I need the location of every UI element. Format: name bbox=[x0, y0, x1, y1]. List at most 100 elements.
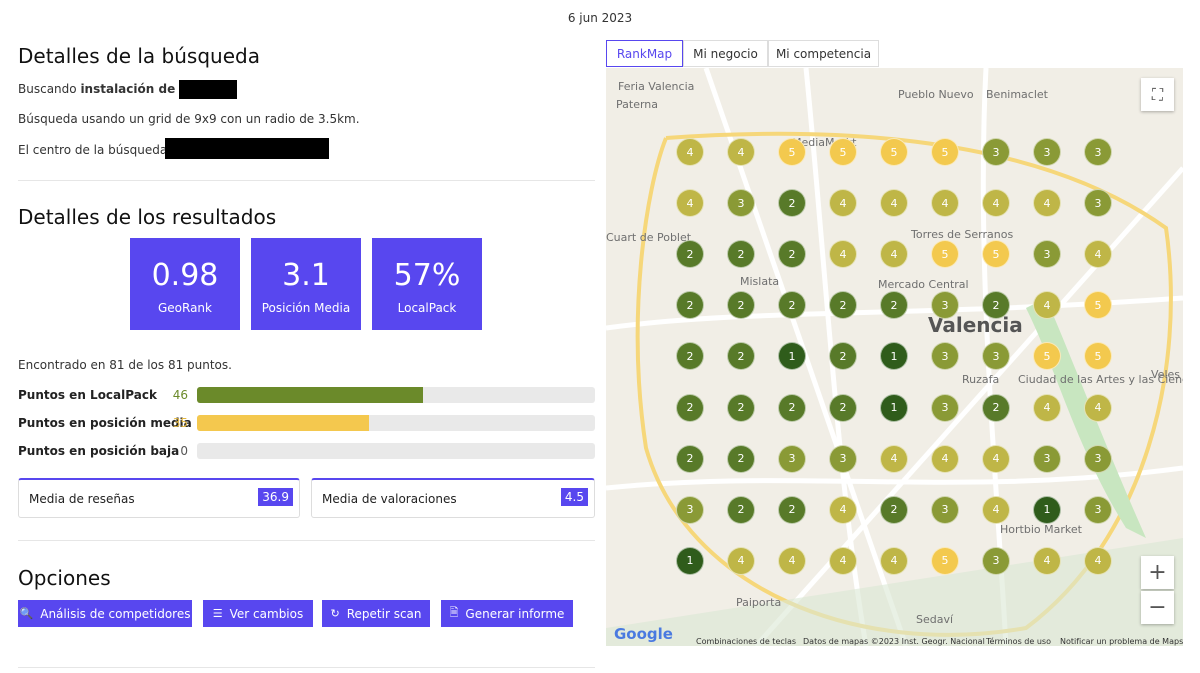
rank-dot: 1 bbox=[880, 393, 908, 422]
rank-dot: 2 bbox=[880, 291, 908, 320]
rank-dot: 3 bbox=[727, 189, 755, 218]
action-button[interactable]: ☰ Ver cambios bbox=[203, 600, 313, 627]
metric-label: Posición Media bbox=[261, 301, 351, 315]
rank-dot: 4 bbox=[829, 189, 857, 218]
rank-dot: 4 bbox=[676, 138, 704, 166]
map-label: Torres de Serranos bbox=[911, 228, 1014, 241]
map-label: Benimaclet bbox=[986, 88, 1048, 101]
tab[interactable]: RankMap bbox=[606, 40, 683, 67]
rank-dot: 4 bbox=[982, 444, 1010, 473]
rank-dot: 3 bbox=[931, 393, 959, 422]
bar-label: Puntos en LocalPack bbox=[18, 388, 157, 402]
rank-dot: 1 bbox=[880, 342, 908, 371]
map-footer-link[interactable]: Términos de uso bbox=[986, 637, 1051, 646]
icon: ↻ bbox=[330, 607, 340, 620]
google-logo: Google bbox=[614, 625, 673, 643]
review-label: Media de reseñas bbox=[29, 492, 135, 506]
rank-dot: 4 bbox=[1033, 393, 1061, 422]
rank-dot: 2 bbox=[778, 495, 806, 524]
metric-value: 0.98 bbox=[151, 258, 219, 293]
map-footer-link[interactable]: Combinaciones de teclas bbox=[696, 637, 797, 646]
rank-dot: 3 bbox=[982, 546, 1010, 575]
rank-dot: 2 bbox=[829, 342, 857, 371]
rank-dot: 3 bbox=[1084, 189, 1112, 218]
map-label: Hortbio Market bbox=[1000, 523, 1082, 536]
bar-fill bbox=[197, 387, 424, 403]
map-label: Mercado Central bbox=[878, 278, 969, 291]
rank-dot: 3 bbox=[676, 495, 704, 524]
metric-card: 57% LocalPack bbox=[372, 238, 482, 330]
map-label: Feria Valencia bbox=[618, 80, 695, 93]
rank-dot: 3 bbox=[931, 291, 959, 320]
rank-dot: 4 bbox=[880, 546, 908, 575]
zoom-out[interactable]: − bbox=[1141, 591, 1174, 624]
rank-dot: 3 bbox=[931, 495, 959, 524]
rank-dot: 4 bbox=[676, 189, 704, 218]
rank-dot: 5 bbox=[931, 240, 959, 269]
separator bbox=[18, 667, 595, 668]
rank-dot: 5 bbox=[778, 138, 806, 166]
map-footer-link[interactable]: Notificar un problema de Maps bbox=[1060, 637, 1184, 646]
action-button[interactable]: 🔍 Análisis de competidores bbox=[18, 600, 192, 627]
map-label: Pueblo Nuevo bbox=[898, 88, 974, 101]
bar-label: Puntos en posición baja bbox=[18, 444, 180, 458]
action-button[interactable]: 🗎 Generar informe bbox=[441, 600, 573, 627]
rank-dot: 2 bbox=[829, 291, 857, 320]
rank-dot: 2 bbox=[778, 240, 806, 269]
fullscreen-button[interactable]: ⛶ bbox=[1141, 78, 1174, 111]
rank-dot: 1 bbox=[676, 546, 704, 575]
zoom-in[interactable]: + bbox=[1141, 556, 1174, 589]
rank-dot: 4 bbox=[829, 495, 857, 524]
map: Valencia Pueblo Nuevo Benimaclet Paterna Fer… bbox=[606, 68, 1183, 646]
rank-dot: 3 bbox=[1033, 444, 1061, 473]
bar-count: 0 bbox=[180, 444, 188, 458]
rank-dot: 4 bbox=[1033, 546, 1061, 575]
rank-dot: 4 bbox=[1033, 291, 1061, 320]
rank-dot: 1 bbox=[778, 342, 806, 371]
bar-track bbox=[197, 415, 595, 431]
tab[interactable]: Mi negocio bbox=[683, 40, 768, 67]
rank-dot: 4 bbox=[727, 546, 755, 575]
rank-dot: 4 bbox=[982, 189, 1010, 218]
map-label: Sedaví bbox=[916, 613, 954, 626]
section-title: Opciones bbox=[18, 566, 111, 590]
tab[interactable]: Mi competencia bbox=[768, 40, 879, 67]
rank-dot: 4 bbox=[931, 444, 959, 473]
rank-dot: 2 bbox=[676, 291, 704, 320]
rank-dot: 2 bbox=[727, 291, 755, 320]
map-footer-link[interactable]: Datos de mapas ©2023 Inst. Geogr. Nacion… bbox=[803, 637, 985, 646]
rank-dot: 2 bbox=[727, 342, 755, 371]
rank-dot: 5 bbox=[829, 138, 857, 166]
separator bbox=[18, 180, 595, 181]
rank-dot: 4 bbox=[931, 189, 959, 218]
grid-info: Búsqueda usando un grid de 9x9 con un ra… bbox=[18, 112, 360, 126]
metric-value: 3.1 bbox=[282, 258, 330, 293]
rank-dot: 2 bbox=[727, 495, 755, 524]
metric-label: GeoRank bbox=[157, 301, 212, 315]
section-title: Detalles de los resultados bbox=[18, 205, 277, 229]
rank-dot: 4 bbox=[880, 240, 908, 269]
section-title: Detalles de la búsqueda bbox=[18, 44, 260, 68]
rank-dot: 2 bbox=[982, 291, 1010, 320]
rank-dot: 2 bbox=[727, 444, 755, 473]
rank-dot: 5 bbox=[982, 240, 1010, 269]
bar-fill bbox=[197, 415, 369, 431]
rank-dot: 4 bbox=[880, 189, 908, 218]
map-label: Paiporta bbox=[736, 596, 782, 609]
rank-dot: 2 bbox=[982, 393, 1010, 422]
center-info: El centro de la búsqueda es: bbox=[18, 143, 189, 157]
rank-dot: 5 bbox=[931, 138, 959, 166]
rank-dot: 4 bbox=[880, 444, 908, 473]
bar-count: 35 bbox=[172, 416, 188, 430]
review-label: Media de valoraciones bbox=[322, 492, 457, 506]
icon: 🔍 bbox=[19, 607, 34, 620]
bar-count: 46 bbox=[172, 388, 188, 402]
rank-dot: 2 bbox=[727, 240, 755, 269]
action-button[interactable]: ↻ Repetir scan bbox=[322, 600, 430, 627]
rank-dot: 2 bbox=[727, 393, 755, 422]
rank-dot: 5 bbox=[880, 138, 908, 166]
map-label: Mislata bbox=[740, 275, 780, 288]
rank-dot: 2 bbox=[676, 342, 704, 371]
rank-dot: 4 bbox=[829, 546, 857, 575]
